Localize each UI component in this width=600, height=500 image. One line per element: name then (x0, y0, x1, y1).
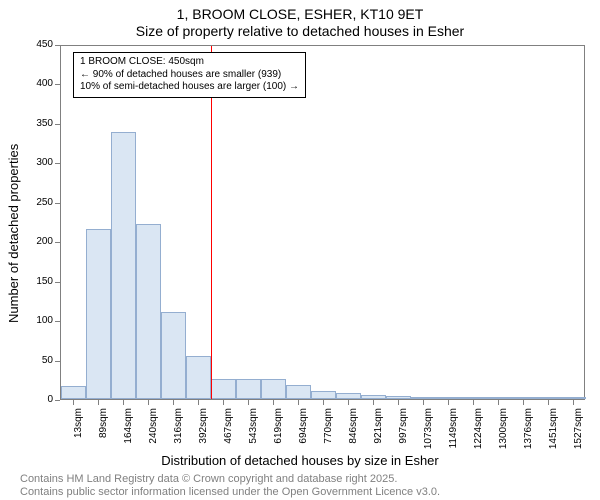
y-tick-label: 450 (25, 39, 53, 50)
y-tick-label: 300 (25, 157, 53, 168)
x-tick-mark (498, 400, 499, 405)
y-tick-label: 250 (25, 197, 53, 208)
histogram-bar (486, 397, 511, 399)
chart-title-line2: Size of property relative to detached ho… (0, 23, 600, 39)
annotation-line2: ← 90% of detached houses are smaller (93… (80, 69, 299, 82)
y-tick-mark (55, 203, 60, 204)
histogram-bar (386, 396, 411, 399)
annotation-box: 1 BROOM CLOSE: 450sqm ← 90% of detached … (73, 52, 306, 98)
x-tick-mark (223, 400, 224, 405)
x-tick-label: 392sqm (198, 408, 209, 458)
histogram-bar (86, 229, 111, 399)
x-tick-label: 240sqm (148, 408, 159, 458)
x-tick-mark (448, 400, 449, 405)
highlight-marker-line (211, 46, 212, 399)
x-tick-label: 467sqm (223, 408, 234, 458)
annotation-line3: 10% of semi-detached houses are larger (… (80, 81, 299, 94)
annotation-line1: 1 BROOM CLOSE: 450sqm (80, 56, 299, 69)
histogram-bar (511, 397, 536, 399)
x-tick-label: 997sqm (398, 408, 409, 458)
x-tick-mark (373, 400, 374, 405)
histogram-bar (111, 132, 136, 399)
x-tick-label: 846sqm (348, 408, 359, 458)
histogram-bar (461, 397, 486, 399)
histogram-bar (536, 397, 561, 399)
x-tick-mark (573, 400, 574, 405)
x-tick-mark (248, 400, 249, 405)
y-tick-label: 50 (25, 355, 53, 366)
histogram-bar (336, 393, 361, 399)
chart-title-line1: 1, BROOM CLOSE, ESHER, KT10 9ET (0, 6, 600, 22)
x-tick-label: 921sqm (373, 408, 384, 458)
x-tick-mark (423, 400, 424, 405)
x-tick-label: 543sqm (248, 408, 259, 458)
histogram-bar (136, 224, 161, 399)
y-tick-mark (55, 84, 60, 85)
y-tick-label: 0 (25, 394, 53, 405)
x-tick-mark (523, 400, 524, 405)
histogram-bar (311, 391, 336, 399)
y-tick-label: 400 (25, 78, 53, 89)
x-tick-mark (173, 400, 174, 405)
x-tick-label: 1527sqm (573, 408, 584, 458)
x-tick-mark (298, 400, 299, 405)
histogram-bar (186, 356, 211, 399)
y-tick-label: 200 (25, 236, 53, 247)
histogram-bar (161, 312, 186, 399)
y-tick-mark (55, 282, 60, 283)
y-axis-label: Number of detached properties (6, 143, 21, 322)
y-tick-mark (55, 163, 60, 164)
histogram-bar (436, 397, 461, 399)
x-tick-mark (273, 400, 274, 405)
x-tick-label: 1149sqm (448, 408, 459, 458)
y-tick-mark (55, 361, 60, 362)
x-tick-mark (473, 400, 474, 405)
histogram-bar (236, 379, 261, 399)
footer-line1: Contains HM Land Registry data © Crown c… (20, 473, 397, 485)
histogram-bar (286, 385, 311, 399)
y-tick-mark (55, 45, 60, 46)
x-tick-label: 694sqm (298, 408, 309, 458)
x-tick-label: 770sqm (323, 408, 334, 458)
x-tick-label: 164sqm (123, 408, 134, 458)
histogram-bar (561, 397, 586, 399)
y-tick-label: 150 (25, 276, 53, 287)
histogram-bar (211, 379, 236, 399)
y-tick-label: 350 (25, 118, 53, 129)
x-tick-label: 13sqm (73, 408, 84, 458)
x-tick-label: 1376sqm (523, 408, 534, 458)
histogram-bar (261, 379, 286, 399)
x-tick-label: 1073sqm (423, 408, 434, 458)
y-tick-mark (55, 321, 60, 322)
x-tick-mark (73, 400, 74, 405)
x-tick-label: 1300sqm (498, 408, 509, 458)
x-tick-mark (98, 400, 99, 405)
x-tick-mark (323, 400, 324, 405)
footer-line2: Contains public sector information licen… (20, 486, 440, 498)
y-tick-mark (55, 242, 60, 243)
histogram-bar (61, 386, 86, 399)
x-tick-mark (148, 400, 149, 405)
histogram-bar (411, 397, 436, 399)
x-tick-mark (123, 400, 124, 405)
x-tick-label: 1451sqm (548, 408, 559, 458)
y-tick-mark (55, 124, 60, 125)
y-tick-mark (55, 400, 60, 401)
x-tick-label: 619sqm (273, 408, 284, 458)
x-tick-mark (548, 400, 549, 405)
x-tick-label: 89sqm (98, 408, 109, 458)
histogram-bar (361, 395, 386, 399)
x-tick-label: 316sqm (173, 408, 184, 458)
x-tick-label: 1224sqm (473, 408, 484, 458)
plot-area: 1 BROOM CLOSE: 450sqm ← 90% of detached … (60, 45, 585, 400)
x-tick-mark (398, 400, 399, 405)
x-tick-mark (348, 400, 349, 405)
y-tick-label: 100 (25, 315, 53, 326)
x-tick-mark (198, 400, 199, 405)
